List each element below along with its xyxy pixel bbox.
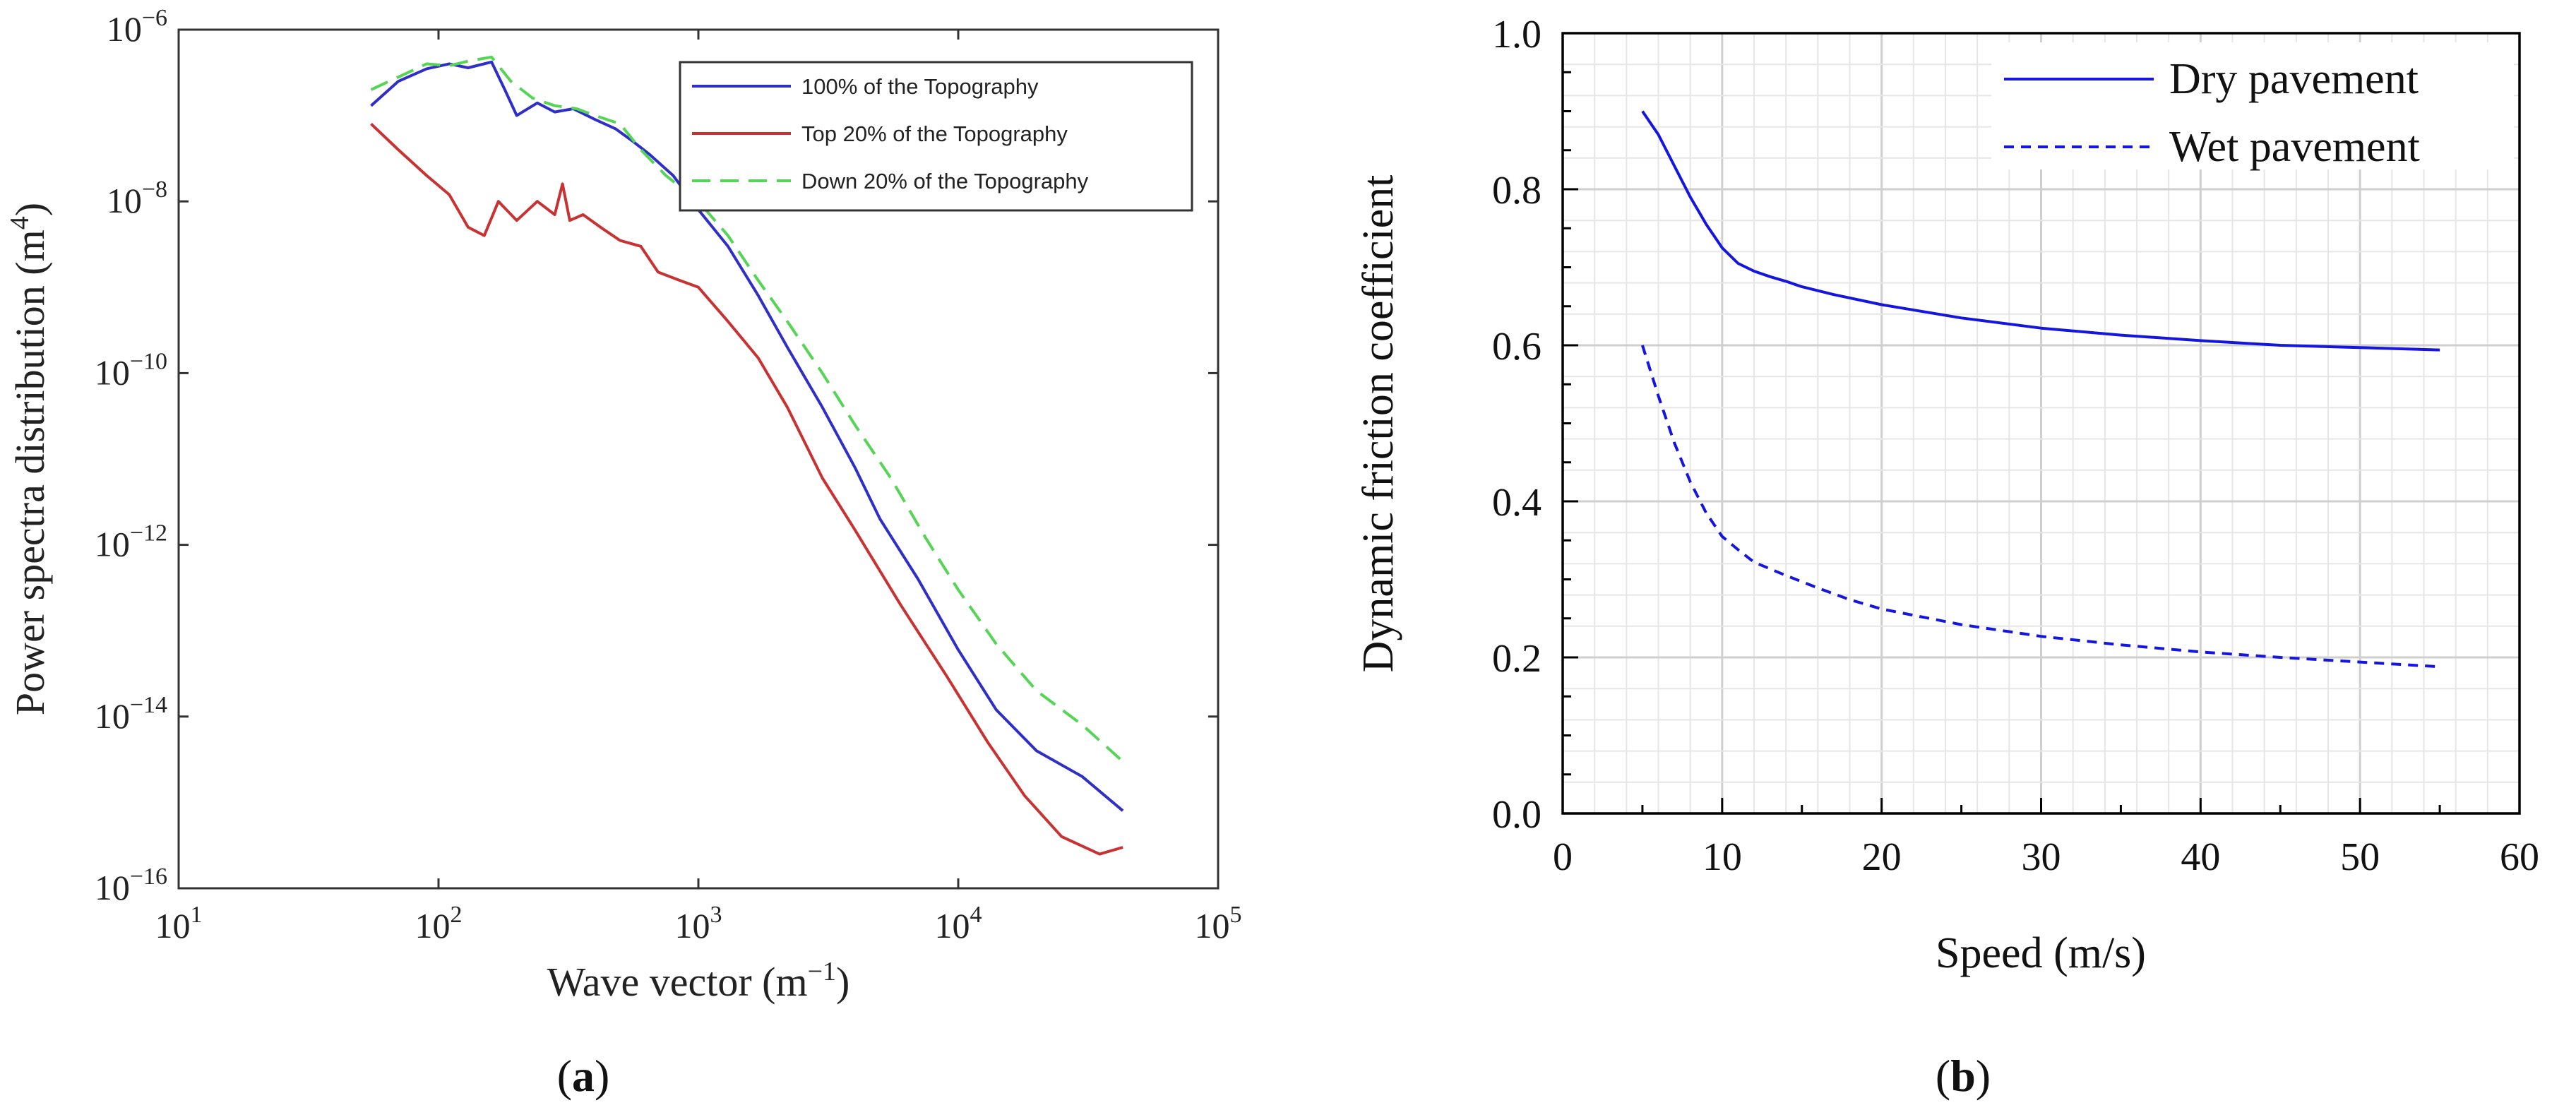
x-tick-label: 50 [2340,835,2380,879]
y-tick-label: 10−14 [95,692,167,736]
x-tick-label: 103 [675,902,722,945]
y-tick-label: 10−16 [95,864,167,907]
panel-a-y-axis-label: Power spectra distribution (m4) [5,203,53,715]
x-tick-label: 101 [155,902,203,945]
panel-b-legend: Dry pavement Wet pavement [1991,42,2514,171]
x-tick-label: 20 [1862,835,1902,879]
series-line-down-20-of-the-topography [370,55,1124,763]
panel-a-ticks: 101 102 103 104 105 10−6 10−8 10−10 10−12 10−14 10… [95,5,1242,945]
series-line-100-of-the-topography [370,60,1124,812]
series-line-top-20-of-the-topography [370,122,1123,856]
legend-label-dry: Dry pavement [2169,55,2419,103]
y-tick-label: 10−12 [95,520,167,564]
panel-a-x-axis-label: Wave vector (m−1) [547,957,850,1005]
legend-label-top20: Top 20% of the Topography [801,121,1068,146]
panel-b-x-axis-label: Speed (m/s) [1936,929,2146,977]
x-tick-label: 102 [415,902,463,945]
x-tick-label: 0 [1553,835,1573,879]
panel-a-series [370,55,1124,856]
y-tick-label: 0.6 [1492,325,1542,369]
panel-b-ticks: 0 10 20 30 40 50 60 0.0 0.2 0.4 0.6 0.8 1.0 [1492,13,2539,879]
y-tick-label: 10−8 [107,177,167,220]
panel-a-chart: 101 102 103 104 105 10−6 10−8 10−10 10−12 10−14 10… [0,0,1257,1110]
panel-a-label: (a) [557,1051,610,1101]
y-tick-label: 10−6 [107,5,167,49]
y-tick-label: 0.2 [1492,637,1542,681]
panel-b-chart: 0 10 20 30 40 50 60 0.0 0.2 0.4 0.6 0.8 1.0 Dry pave… [1354,13,2539,1101]
series-line-wet-pavement [1640,345,2440,669]
panel-a-legend: 100% of the Topography Top 20% of the To… [679,61,1193,212]
x-tick-label: 40 [2181,835,2220,879]
series-line-dry-pavement [1641,110,2440,352]
legend-label-wet: Wet pavement [2169,123,2420,171]
y-tick-label: 0.8 [1492,169,1542,213]
x-tick-label: 104 [935,902,982,945]
y-tick-label: 0.0 [1492,793,1542,837]
legend-label-down20: Down 20% of the Topography [801,169,1089,193]
panel-b-label: (b) [1936,1051,1991,1101]
x-tick-label: 30 [2022,835,2061,879]
legend-label-100pct: 100% of the Topography [801,74,1039,99]
panel-b-series [1640,110,2440,669]
x-tick-label: 60 [2500,835,2539,879]
x-tick-label: 10 [1703,835,1742,879]
y-tick-label: 0.4 [1492,481,1542,525]
panel-b-y-axis-label: Dynamic friction coefficient [1354,175,1402,673]
y-tick-label: 10−10 [95,348,167,392]
x-tick-label: 105 [1195,902,1242,945]
y-tick-label: 1.0 [1492,13,1542,56]
